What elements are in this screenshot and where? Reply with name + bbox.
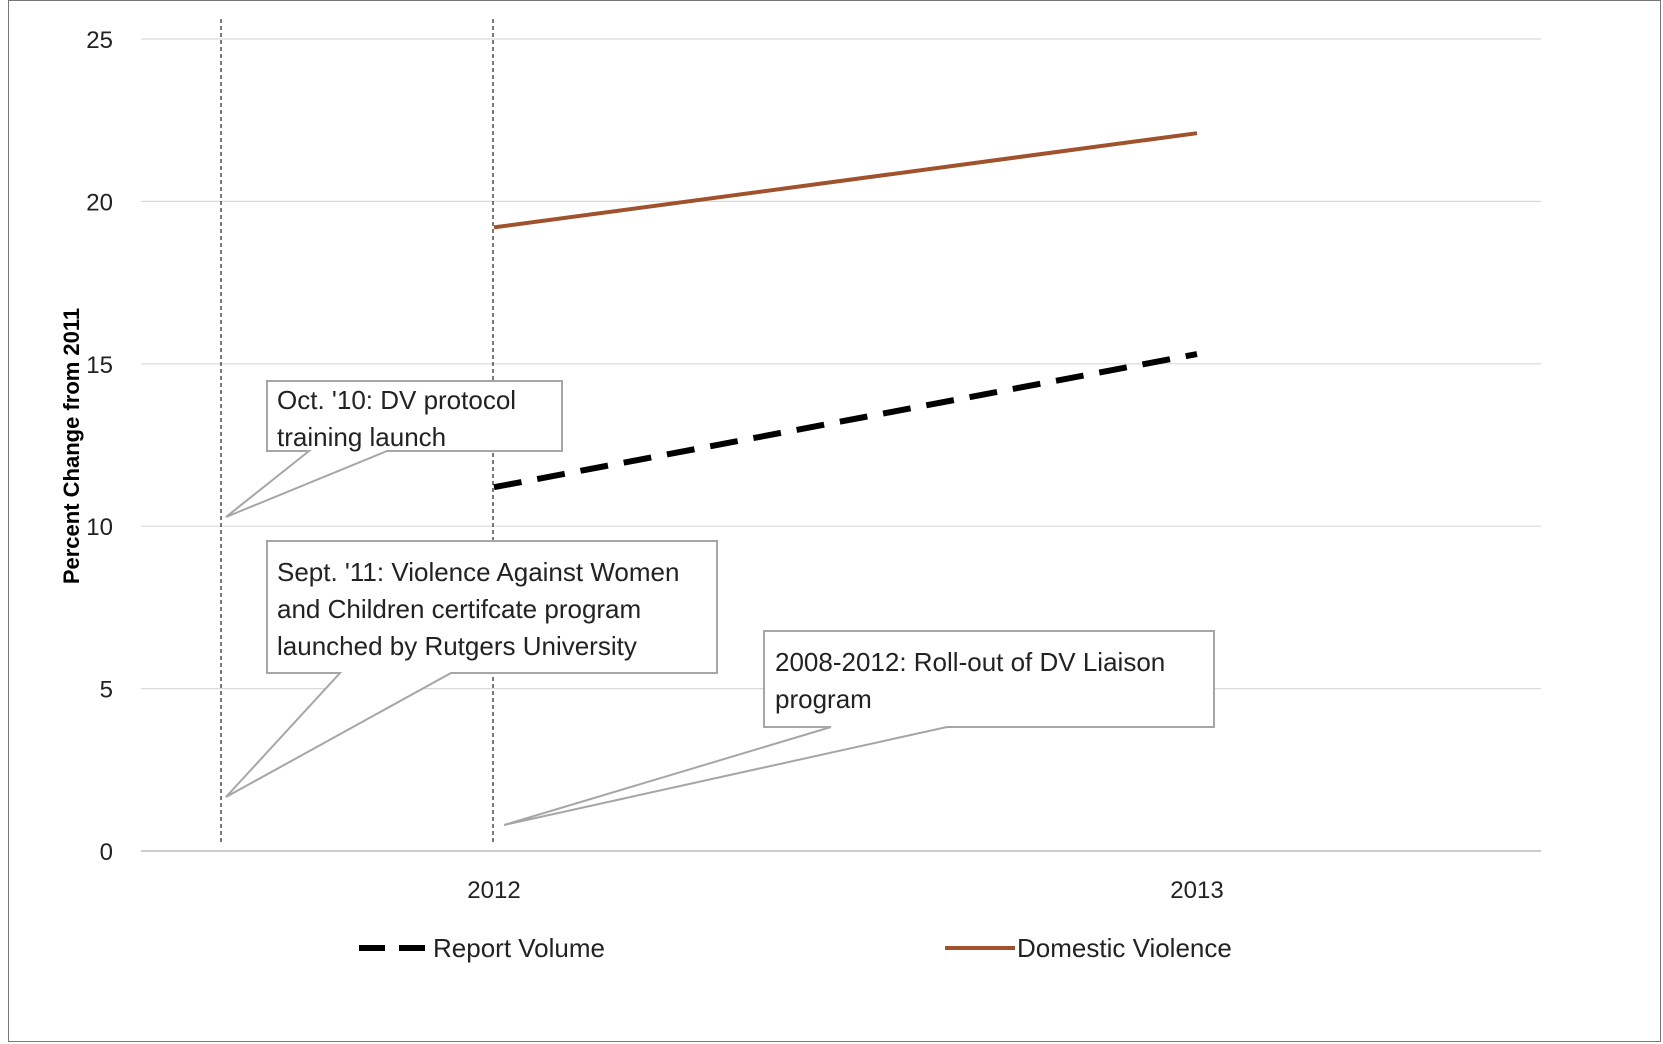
event-marker-lines (220, 19, 494, 843)
legend-label: Report Volume (433, 933, 605, 963)
legend-label: Domestic Violence (1017, 933, 1232, 963)
x-tick-label: 2012 (467, 877, 520, 904)
callout-text-line: Sept. '11: Violence Against Women (277, 557, 679, 587)
callout-shape (503, 630, 1215, 826)
line-chart: 0 5 10 15 20 25 2012 2013 Oct. '10: DV protoco… (59, 19, 1541, 963)
annotation-callout: Sept. '11: Violence Against Women and Chi… (225, 540, 718, 798)
y-tick-labels: 0 5 10 15 20 25 (86, 27, 113, 866)
chart-frame: 0 5 10 15 20 25 2012 2013 Oct. '10: DV protoco… (8, 0, 1661, 1042)
callout-shape (225, 540, 718, 798)
y-axis-label: Percent Change from 2011 (59, 308, 84, 584)
series-line-domestic-violence (493, 131, 1198, 230)
annotation-callout: 2008-2012: Roll-out of DV Liaison program (503, 630, 1215, 826)
legend-item: Report Volume (359, 933, 605, 963)
callout-shape (225, 380, 563, 518)
legend-item: Domestic Violence (945, 933, 1232, 963)
callout-text-line: program (775, 684, 872, 714)
series-lines (493, 131, 1198, 491)
y-tick-label: 0 (100, 839, 113, 866)
annotation-callouts: Oct. '10: DV protocol training launch Sept… (225, 380, 1215, 826)
callout-text-line: Oct. '10: DV protocol (277, 385, 516, 415)
annotation-callout: Oct. '10: DV protocol training launch (225, 380, 563, 518)
series-line-report-volume (493, 351, 1198, 491)
callout-text-line: and Children certifcate program (277, 594, 641, 624)
legend: Report Volume Domestic Violence (359, 933, 1232, 963)
y-tick-label: 25 (86, 27, 113, 54)
y-tick-label: 20 (86, 189, 113, 216)
callout-text-line: training launch (277, 422, 446, 452)
y-tick-label: 15 (86, 352, 113, 379)
y-tick-label: 5 (100, 677, 113, 704)
x-tick-label: 2013 (1170, 877, 1223, 904)
callout-text-line: launched by Rutgers University (277, 631, 637, 661)
x-tick-labels: 2012 2013 (467, 877, 1223, 904)
callout-text-line: 2008-2012: Roll-out of DV Liaison (775, 647, 1165, 677)
y-tick-label: 10 (86, 514, 113, 541)
